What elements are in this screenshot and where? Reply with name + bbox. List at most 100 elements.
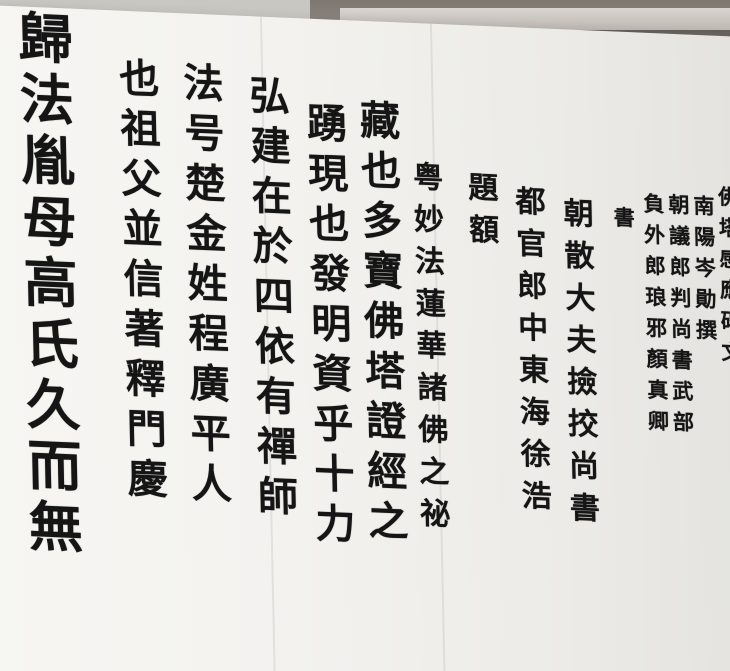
calligraphy-char: 師 xyxy=(257,472,299,522)
calligraphy-char: 經 xyxy=(366,447,408,496)
calligraphy-column-5: 踴現也發明資乎十力 xyxy=(307,100,356,549)
calligraphy-char: 中 xyxy=(517,310,549,347)
calligraphy-char: 母 xyxy=(21,188,78,255)
calligraphy-char: 禪 xyxy=(256,422,298,472)
calligraphy-char: 於 xyxy=(252,222,294,272)
calligraphy-char: 父 xyxy=(120,154,162,204)
calligraphy-char: 東 xyxy=(518,352,550,389)
calligraphy-char: 武 xyxy=(672,377,694,404)
calligraphy-char: 郎 xyxy=(516,268,548,305)
calligraphy-char: 胤 xyxy=(20,127,76,194)
calligraphy-char: 力 xyxy=(314,500,356,549)
calligraphy-char: 十 xyxy=(313,449,355,499)
calligraphy-column-8: 題額 xyxy=(468,170,500,249)
calligraphy-char: 高 xyxy=(23,249,79,317)
calligraphy-column-4: 弘建在於四依有禪師 xyxy=(249,72,299,522)
calligraphy-char: 在 xyxy=(251,172,293,221)
calligraphy-char: 久 xyxy=(25,371,81,439)
calligraphy-char: 也 xyxy=(308,199,350,249)
calligraphy-char: 蓮 xyxy=(415,286,447,323)
calligraphy-char: 判 xyxy=(670,284,692,311)
calligraphy-char: 卿 xyxy=(647,407,670,434)
calligraphy-char: 之 xyxy=(418,454,450,491)
calligraphy-char: 感 xyxy=(719,245,730,272)
calligraphy-char: 也 xyxy=(360,146,402,196)
calligraphy-char: 陽 xyxy=(693,223,716,250)
calligraphy-char: 撿 xyxy=(566,364,598,401)
calligraphy-char: 碑 xyxy=(720,307,730,334)
calligraphy-column-13: 朝議郎判尚書武部 xyxy=(668,191,695,435)
calligraphy-char: 而 xyxy=(26,432,83,500)
calligraphy-char: 藏 xyxy=(359,96,401,146)
calligraphy-char: 朝 xyxy=(668,191,690,218)
calligraphy-char: 徐 xyxy=(520,436,552,473)
calligraphy-char: 佛 xyxy=(363,297,405,346)
calligraphy-char: 朝 xyxy=(563,196,595,233)
calligraphy-column-15: 佛塔感應碑文 xyxy=(718,184,730,365)
calligraphy-char: 資 xyxy=(311,349,353,399)
calligraphy-char: 海 xyxy=(519,394,551,431)
calligraphy-char: 門 xyxy=(126,405,168,454)
calligraphy-char: 證 xyxy=(365,397,407,446)
calligraphy-char: 楚 xyxy=(185,159,226,209)
calligraphy-char: 佛 xyxy=(418,412,449,449)
calligraphy-column-1: 歸法胤母高氏久而無 xyxy=(18,5,84,560)
calligraphy-column-10: 朝散大夫撿挍尚書 xyxy=(563,196,600,527)
calligraphy-char: 也 xyxy=(118,54,160,104)
calligraphy-char: 之 xyxy=(367,497,409,546)
calligraphy-column-2: 也祖父並信著釋門慶 xyxy=(118,54,168,504)
calligraphy-column-14: 南陽岑勛撰 xyxy=(693,192,717,343)
calligraphy-char: 負 xyxy=(643,190,665,217)
calligraphy-char: 外 xyxy=(643,221,666,248)
calligraphy-char: 真 xyxy=(647,376,669,403)
calligraphy-char: 金 xyxy=(186,209,228,259)
calligraphy-char: 書 xyxy=(613,204,635,231)
calligraphy-char: 廣 xyxy=(189,359,231,409)
calligraphy-char: 南 xyxy=(693,192,715,219)
calligraphy-char: 郎 xyxy=(644,252,666,279)
calligraphy-char: 法 xyxy=(19,66,75,133)
calligraphy-char: 發 xyxy=(309,249,351,299)
calligraphy-char: 官 xyxy=(516,226,547,263)
calligraphy-char: 現 xyxy=(307,149,349,199)
calligraphy-char: 氏 xyxy=(24,310,80,378)
calligraphy-char: 弘 xyxy=(249,72,291,121)
calligraphy-char: 郎 xyxy=(669,253,691,280)
calligraphy-char: 号 xyxy=(183,109,225,159)
calligraphy-char: 塔 xyxy=(718,214,730,241)
calligraphy-char: 應 xyxy=(719,276,730,303)
calligraphy-paper: 歸法胤母高氏久而無 也祖父並信著釋門慶 法号楚金姓程廣平人 弘建在於四依有禪師 … xyxy=(0,4,730,671)
calligraphy-char: 著 xyxy=(124,304,166,354)
calligraphy-column-11: 書 xyxy=(613,204,635,231)
calligraphy-char: 部 xyxy=(672,408,695,435)
calligraphy-char: 釋 xyxy=(125,355,167,404)
calligraphy-char: 諸 xyxy=(417,370,448,407)
calligraphy-char: 岑 xyxy=(694,254,716,281)
calligraphy-char: 尚 xyxy=(568,448,600,485)
calligraphy-column-3: 法号楚金姓程廣平人 xyxy=(183,59,232,508)
calligraphy-char: 浩 xyxy=(521,478,553,515)
calligraphy-char: 寶 xyxy=(362,246,404,296)
calligraphy-char: 勛 xyxy=(695,285,717,312)
calligraphy-char: 華 xyxy=(416,328,448,365)
calligraphy-column-7: 粤妙法蓮華諸佛之祕 xyxy=(412,160,451,533)
calligraphy-char: 依 xyxy=(254,322,296,372)
calligraphy-char: 都 xyxy=(515,184,546,221)
calligraphy-char: 有 xyxy=(255,372,297,422)
calligraphy-char: 書 xyxy=(671,346,693,373)
calligraphy-char: 平 xyxy=(190,409,232,459)
calligraphy-char: 並 xyxy=(122,204,164,254)
calligraphy-char: 多 xyxy=(361,196,403,246)
calligraphy-char: 額 xyxy=(468,212,500,249)
calligraphy-char: 信 xyxy=(123,254,165,304)
calligraphy-char: 乎 xyxy=(312,399,354,449)
calligraphy-column-6: 藏也多寶佛塔證經之 xyxy=(359,96,409,546)
calligraphy-char: 塔 xyxy=(364,347,406,396)
calligraphy-column-9: 都官郎中東海徐浩 xyxy=(515,184,553,515)
calligraphy-char: 建 xyxy=(250,122,292,171)
calligraphy-char: 祕 xyxy=(419,496,451,533)
calligraphy-column-12: 負外郎琅邪顏真卿 xyxy=(643,190,670,434)
calligraphy-char: 粤 xyxy=(412,160,444,197)
calligraphy-char: 明 xyxy=(310,299,352,349)
